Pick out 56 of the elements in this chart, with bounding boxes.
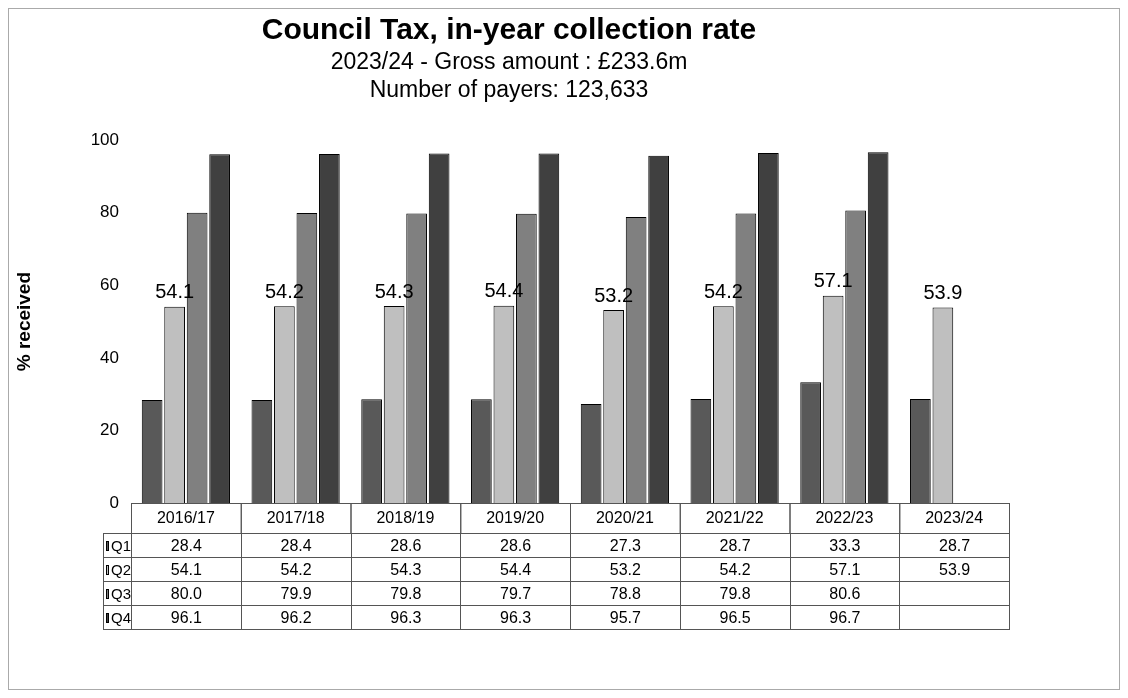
annotation: 57.1 xyxy=(813,269,853,292)
x-tick-label: 2022/23 xyxy=(815,509,874,527)
legend-label: Q4 xyxy=(110,609,131,626)
data-label: 27.3 xyxy=(570,533,681,558)
chart-title: Council Tax, in-year collection rate xyxy=(261,12,757,46)
data-label: 54.4 xyxy=(460,557,571,582)
data-label: 57.1 xyxy=(789,557,901,582)
annotation: 53.9 xyxy=(923,280,963,303)
data-label: 54.3 xyxy=(350,557,462,582)
x-tick-label: 2018/19 xyxy=(376,509,435,527)
y-tick-label: 100 xyxy=(90,129,119,149)
y-axis-title: % received xyxy=(12,271,34,372)
data-label: 53.2 xyxy=(570,557,681,582)
data-label: 28.6 xyxy=(350,533,462,558)
data-label: 96.1 xyxy=(131,605,242,630)
annotation: 54.2 xyxy=(703,279,743,302)
legend-label: Q1 xyxy=(110,537,131,554)
data-label: 54.1 xyxy=(131,557,242,582)
y-tick-label: 40 xyxy=(100,347,119,367)
data-label: 96.2 xyxy=(240,605,352,630)
data-label: 78.8 xyxy=(570,581,681,606)
data-label: 33.3 xyxy=(789,533,901,558)
data-label: 79.8 xyxy=(350,581,462,606)
data-label: 96.3 xyxy=(460,605,571,630)
y-tick-label: 60 xyxy=(100,275,119,295)
data-label: 53.9 xyxy=(899,557,1010,582)
x-tick-label: 2019/20 xyxy=(486,509,545,527)
data-label: 96.5 xyxy=(679,605,791,630)
data-label: 80.0 xyxy=(131,581,242,606)
x-tick-label: 2017/18 xyxy=(266,509,325,527)
data-label: 96.3 xyxy=(350,605,462,630)
data-label: 79.9 xyxy=(240,581,352,606)
data-label: 79.7 xyxy=(460,581,571,606)
data-label: 95.7 xyxy=(570,605,681,630)
data-label: 79.8 xyxy=(679,581,791,606)
data-label: 28.4 xyxy=(131,533,242,558)
legend-label: Q2 xyxy=(110,561,131,578)
x-tick-label: 2016/17 xyxy=(156,509,215,527)
x-tick-label: 2021/22 xyxy=(705,509,764,527)
data-label: 28.7 xyxy=(679,533,791,558)
data-label: 28.7 xyxy=(899,533,1010,558)
legend-label: Q3 xyxy=(110,585,131,602)
y-tick-label: 20 xyxy=(100,420,119,440)
chart-subtitle: 2023/24 - Gross amount : £233.6m Number of payers: 123,633 xyxy=(330,48,688,102)
data-label: 28.6 xyxy=(460,533,571,558)
annotation: 54.3 xyxy=(374,279,414,302)
x-tick-label: 2023/24 xyxy=(925,509,984,527)
annotation: 54.2 xyxy=(264,279,304,302)
data-label: 80.6 xyxy=(789,581,901,606)
data-label: 96.7 xyxy=(789,605,901,630)
y-tick-label: 80 xyxy=(100,202,119,222)
data-label: 54.2 xyxy=(240,557,352,582)
data-label: 28.4 xyxy=(240,533,352,558)
y-tick-label: 0 xyxy=(109,492,119,512)
data-label: 54.2 xyxy=(679,557,791,582)
x-tick-label: 2020/21 xyxy=(595,509,654,527)
